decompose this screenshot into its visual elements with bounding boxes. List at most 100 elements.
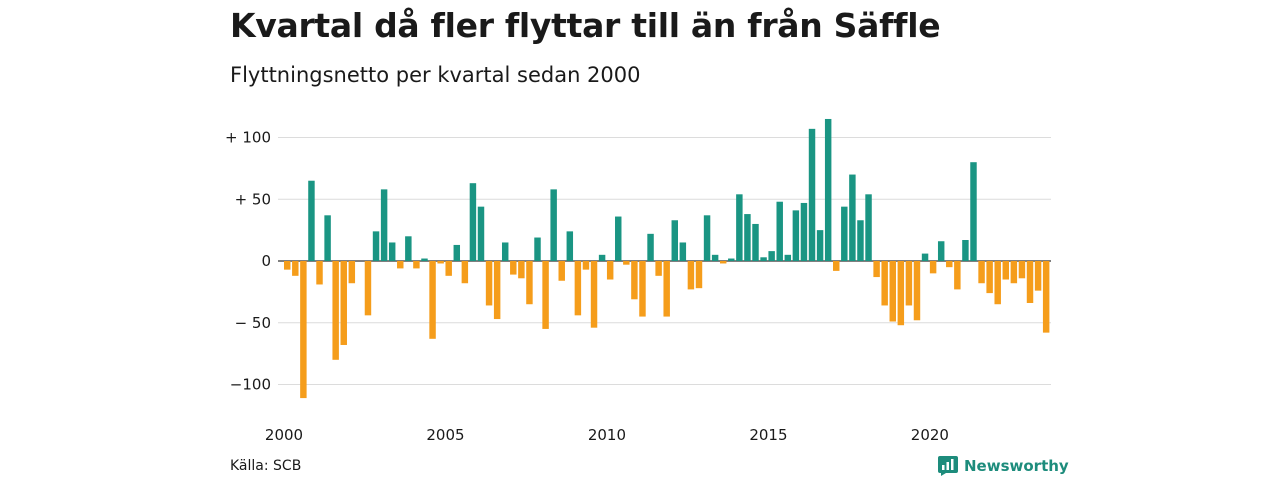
bar-2015-q3 bbox=[784, 254, 792, 261]
bar-2013-q2 bbox=[711, 254, 719, 261]
bar-2022-q1 bbox=[994, 261, 1001, 305]
bar-2001-q2 bbox=[324, 215, 331, 261]
bar-2006-q3 bbox=[493, 261, 501, 320]
bar-2006-q2 bbox=[485, 261, 493, 306]
bar-2011-q1 bbox=[639, 261, 646, 317]
bar-2000-q4 bbox=[308, 180, 315, 261]
bar-2023-q2 bbox=[1034, 261, 1042, 291]
bar-2002-q4 bbox=[372, 231, 380, 261]
bar-2012-q1 bbox=[671, 220, 678, 261]
bar-2005-q1 bbox=[445, 261, 452, 276]
bar-2002-q3 bbox=[364, 261, 372, 316]
bar-2020-q1 bbox=[929, 261, 937, 274]
bar-2021-q4 bbox=[986, 261, 993, 294]
bar-2018-q4 bbox=[889, 261, 896, 322]
bar-2007-q4 bbox=[534, 237, 541, 261]
y-tick-label: − 50 bbox=[235, 314, 271, 332]
bar-2014-q1 bbox=[736, 194, 743, 261]
bar-2014-q4 bbox=[760, 257, 767, 261]
chart-title: Kvartal då fler flyttar till än från Säf… bbox=[230, 6, 941, 45]
x-tick-label: 2020 bbox=[911, 426, 949, 444]
bar-2010-q3 bbox=[623, 261, 630, 265]
bar-2008-q4 bbox=[566, 231, 574, 261]
newsworthy-logo-text: Newsworthy bbox=[964, 457, 1069, 475]
bar-2016-q3 bbox=[816, 230, 824, 262]
bar-2012-q2 bbox=[679, 242, 687, 261]
bar-2003-q2 bbox=[388, 242, 396, 261]
x-tick-label: 2015 bbox=[749, 426, 787, 444]
bar-2007-q1 bbox=[510, 261, 517, 275]
bar-2015-q4 bbox=[792, 210, 800, 261]
bar-2005-q3 bbox=[461, 261, 469, 284]
chart-subtitle: Flyttningsnetto per kvartal sedan 2000 bbox=[230, 63, 641, 87]
bar-2013-q3 bbox=[719, 261, 727, 264]
bar-2022-q3 bbox=[1010, 261, 1018, 284]
bar-2021-q2 bbox=[970, 162, 977, 261]
bar-2018-q3 bbox=[881, 261, 888, 306]
x-axis: 2000 2005 2010 2015 2020 bbox=[265, 426, 949, 444]
bar-2000-q3 bbox=[300, 261, 307, 399]
bar-2020-q2 bbox=[937, 241, 945, 261]
bar-2001-q1 bbox=[316, 261, 323, 285]
bar-2004-q1 bbox=[413, 261, 420, 269]
x-tick-label: 2005 bbox=[426, 426, 464, 444]
bar-2007-q3 bbox=[526, 261, 533, 305]
bar-2000-q2 bbox=[292, 261, 299, 276]
bar-2017-q3 bbox=[849, 174, 856, 261]
bar-2002-q1 bbox=[348, 261, 356, 284]
y-tick-label: + 100 bbox=[225, 129, 271, 147]
x-tick-label: 2000 bbox=[265, 426, 303, 444]
bar-2021-q3 bbox=[978, 261, 985, 284]
bar-2023-q3 bbox=[1042, 261, 1050, 333]
bar-2001-q3 bbox=[332, 261, 339, 360]
bar-2011-q4 bbox=[663, 261, 670, 317]
y-tick-label: + 50 bbox=[235, 190, 271, 208]
bar-2019-q4 bbox=[921, 253, 929, 261]
bar-2004-q4 bbox=[437, 261, 444, 264]
bar-2000-q1 bbox=[284, 261, 291, 270]
bar-2008-q1 bbox=[542, 261, 549, 329]
bar-2005-q4 bbox=[469, 183, 477, 261]
newsworthy-logo-icon bbox=[938, 456, 958, 476]
bar-2013-q1 bbox=[703, 215, 711, 261]
bar-2022-q2 bbox=[1002, 261, 1010, 280]
bar-2017-q4 bbox=[857, 220, 864, 261]
bar-2020-q4 bbox=[954, 261, 961, 290]
bar-2017-q2 bbox=[841, 206, 848, 261]
bar-2014-q3 bbox=[752, 223, 759, 261]
bar-2007-q2 bbox=[518, 261, 525, 279]
bar-2009-q4 bbox=[598, 254, 606, 261]
bar-2008-q3 bbox=[558, 261, 565, 281]
bar-2008-q2 bbox=[550, 189, 557, 261]
bar-2014-q2 bbox=[744, 214, 751, 261]
bar-2009-q2 bbox=[582, 261, 590, 270]
y-tick-label: −100 bbox=[230, 376, 271, 394]
bar-2003-q4 bbox=[405, 236, 412, 261]
bar-2016-q1 bbox=[800, 202, 808, 261]
bar-2019-q2 bbox=[905, 261, 913, 306]
bar-2006-q4 bbox=[501, 242, 509, 261]
bar-2009-q3 bbox=[590, 261, 598, 328]
bar-2013-q4 bbox=[728, 258, 735, 261]
x-tick-label: 2010 bbox=[588, 426, 626, 444]
bar-2021-q1 bbox=[962, 240, 969, 261]
bar-2012-q3 bbox=[687, 261, 695, 290]
bar-2019-q3 bbox=[913, 261, 921, 321]
bar-2022-q4 bbox=[1018, 261, 1026, 279]
bar-2010-q2 bbox=[615, 216, 622, 261]
bar-2018-q2 bbox=[873, 261, 880, 278]
bar-2017-q1 bbox=[833, 261, 840, 271]
bar-2009-q1 bbox=[574, 261, 582, 316]
bar-2018-q1 bbox=[865, 194, 872, 261]
source-note: Källa: SCB bbox=[230, 458, 302, 474]
bar-2019-q1 bbox=[897, 261, 905, 326]
bar-2004-q2 bbox=[421, 258, 428, 261]
bar-2005-q2 bbox=[453, 244, 461, 261]
bar-2003-q3 bbox=[397, 261, 404, 269]
newsworthy-logo[interactable]: Newsworthy bbox=[938, 456, 1069, 476]
bar-2015-q1 bbox=[768, 251, 775, 261]
bar-2004-q3 bbox=[429, 261, 436, 339]
bar-2015-q2 bbox=[776, 201, 783, 261]
bar-2023-q1 bbox=[1026, 261, 1034, 303]
